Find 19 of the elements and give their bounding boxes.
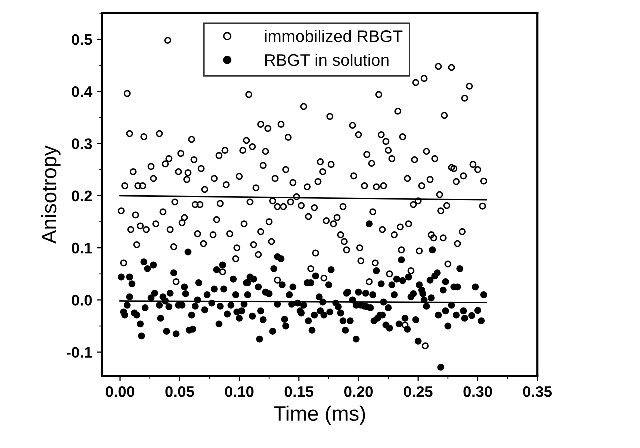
legend-label: immobilized RBGT	[265, 30, 403, 42]
y-tick-label: 0.5	[72, 34, 92, 46]
legend-label: RBGT in solution	[266, 54, 389, 66]
x-tick-label: 0.05	[166, 386, 194, 398]
y-tick-label: 0.2	[72, 190, 92, 202]
y-axis-title: Anisotropy	[41, 146, 61, 244]
x-tick-label: 0.00	[106, 386, 135, 398]
y-tick-label: 0.3	[72, 138, 92, 150]
x-tick-label: 0.35	[523, 386, 552, 398]
y-tick-label: 0.4	[72, 86, 93, 98]
x-tick-label: 0.30	[464, 386, 492, 398]
y-tick-label: 0.1	[72, 242, 92, 254]
x-tick-label: 0.25	[404, 386, 433, 398]
x-tick-label: 0.10	[225, 386, 254, 398]
x-tick-label: 0.20	[344, 386, 373, 398]
y-tick-label: -0.1	[66, 347, 92, 358]
x-axis-title: Time (ms)	[274, 406, 366, 426]
x-tick-label: 0.15	[284, 386, 314, 398]
y-tick-label: 0.0	[72, 295, 92, 306]
